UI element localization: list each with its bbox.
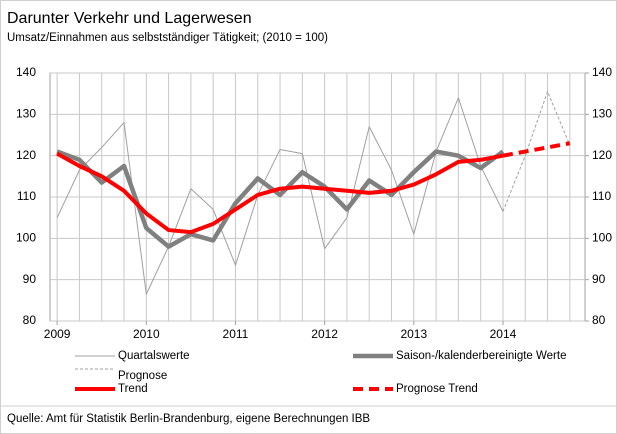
legend-label: Prognose <box>118 370 167 382</box>
y2-tick-label: 100 <box>592 231 612 245</box>
y-tick-label: 130 <box>16 107 36 121</box>
y-tick-label: 140 <box>16 65 36 79</box>
y-tick-label: 110 <box>17 189 36 203</box>
y2-tick-label: 130 <box>592 107 612 121</box>
y2-tick-label: 80 <box>592 313 606 327</box>
y2-tick-label: 120 <box>592 148 612 162</box>
source: Quelle: Amt für Statistik Berlin-Branden… <box>7 413 370 425</box>
y2-tick-label: 90 <box>592 272 606 286</box>
x-tick-label: 2009 <box>44 327 71 341</box>
y-tick-label: 100 <box>16 231 36 245</box>
x-tick-label: 2010 <box>133 327 160 341</box>
x-tick-label: 2012 <box>311 327 338 341</box>
y-tick-label: 80 <box>23 313 37 327</box>
y-tick-label: 90 <box>23 272 37 286</box>
x-tick-label: 2011 <box>223 327 249 341</box>
x-tick-label: 2014 <box>490 327 517 341</box>
legend-label: Trend <box>118 383 148 395</box>
chart-title: Darunter Verkehr und Lagerwesen <box>7 10 252 27</box>
y2-tick-label: 140 <box>592 65 612 79</box>
y2-tick-label: 110 <box>592 189 611 203</box>
series-line <box>502 91 571 212</box>
series-line <box>56 151 504 235</box>
x-tick-label: 2013 <box>400 327 427 341</box>
series-line <box>502 141 571 158</box>
legend-label: Quartalswerte <box>118 350 190 362</box>
y-tick-label: 120 <box>16 148 36 162</box>
legend-label: Saison-/kalenderbereinigte Werte <box>396 350 566 362</box>
series-line <box>56 149 505 249</box>
chart-subtitle: Umsatz/Einnahmen aus selbstständiger Tät… <box>7 32 328 44</box>
legend-label: Prognose Trend <box>396 383 478 395</box>
